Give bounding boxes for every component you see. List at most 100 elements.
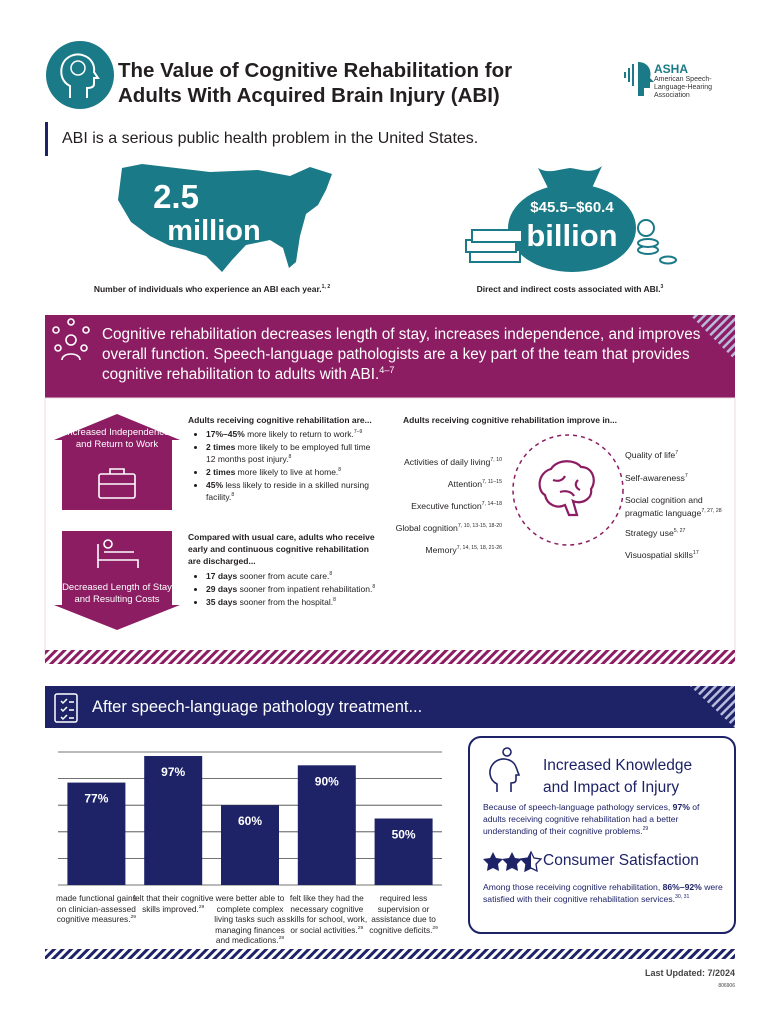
section-bg [45, 686, 735, 728]
us-map [118, 164, 332, 272]
cash-stack [465, 229, 523, 263]
box-title-line: and Impact of Injury [543, 779, 680, 796]
value-label: 50% [392, 828, 416, 842]
highlight: 2 times [206, 442, 236, 452]
info-box [468, 736, 736, 934]
clipboard-icon [54, 693, 78, 723]
highlight: 29 days [206, 584, 238, 594]
text: Social cognition and pragmatic language [625, 495, 703, 518]
head-outline [60, 53, 100, 98]
improve-item: Social cognition and pragmatic language7… [625, 494, 735, 520]
text: sooner from the hospital. [237, 597, 334, 607]
stat-number: $45.5–$60.4 [530, 199, 614, 216]
text: required less supervision or assistance … [369, 893, 436, 935]
box-text: Among those receiving cognitive rehabili… [483, 881, 723, 905]
brain-circle [512, 434, 624, 546]
bar [297, 765, 356, 885]
bar [144, 755, 203, 885]
list-heading: Adults receiving cognitive rehabilitatio… [188, 415, 372, 425]
stat-caption: Number of individuals who experience an … [62, 284, 362, 294]
bottom-stripe [45, 949, 735, 959]
brain-icon [538, 460, 595, 517]
improve-item: Executive function7, 14–18 [342, 501, 502, 511]
coins [637, 219, 677, 265]
banner-stripes [690, 315, 735, 360]
value-label: 90% [315, 774, 339, 788]
category-label: were better able to complete complex liv… [209, 893, 291, 946]
stars [483, 850, 543, 873]
highlight: 97% [672, 802, 690, 812]
section-stripes [690, 686, 735, 728]
text: sooner from acute care. [237, 571, 330, 581]
list-heading: Compared with usual care, adults who rec… [188, 532, 375, 566]
list-item: 17%–45% more likely to return to work.7–… [206, 428, 376, 440]
box-label: Increased Independence and Return to Wor… [64, 427, 170, 450]
list-item: 29 days sooner from inpatient rehabilita… [206, 583, 376, 595]
category-label: felt like they had the necessary cogniti… [286, 893, 368, 935]
stat-figures: 2.5 million $45.5–$60.4 billion [153, 178, 618, 253]
category-label: required less supervision or assistance … [363, 893, 445, 935]
improve-item: Memory7, 14, 15, 18, 21-26 [342, 545, 502, 555]
highlight: 86%–92% [662, 882, 702, 892]
box-label: Decreased Length of Stay and Resulting C… [62, 582, 172, 605]
ref: 8 [329, 571, 333, 578]
stat-number: 2.5 [153, 178, 199, 215]
ref: 17 [692, 550, 699, 557]
text: were satisfied with their cognitive reha… [483, 882, 723, 904]
text: more likely to be employed full time 12 … [206, 442, 371, 464]
improve-item: Strategy use5, 27 [625, 527, 735, 540]
ref: 7 [684, 473, 688, 480]
stat-unit: billion [526, 218, 617, 253]
list: 17 days sooner from acute care.829 days … [188, 570, 376, 609]
title-line: The Value of Cognitive Rehabilitation fo… [118, 59, 513, 82]
ref: 7, 10 [490, 457, 502, 464]
ref: 29 [642, 826, 649, 833]
brain [70, 60, 86, 76]
stat-caption: Direct and indirect costs associated wit… [420, 284, 720, 294]
up-arrow [54, 414, 180, 510]
list-item: 2 times more likely to live at home.8 [206, 466, 376, 478]
bar [374, 818, 433, 885]
ref: 29 [278, 935, 285, 942]
text: Executive function [411, 501, 482, 511]
box-text: Because of speech-language pathology ser… [483, 801, 723, 837]
ref: 7, 27, 28 [701, 508, 722, 515]
box-title: Increased Knowledge and Impact of Injury [543, 755, 692, 799]
money-bag [508, 166, 636, 272]
highlight: 17%–45% [206, 429, 245, 439]
section-title: After speech-language pathology treatmen… [92, 698, 423, 716]
improve-item: Visuospatial skills17 [625, 549, 735, 562]
banner-text: Cognitive rehabilitation decreases lengt… [102, 325, 722, 385]
text: more likely to live at home. [235, 467, 339, 477]
ref: 7 [675, 450, 679, 457]
text: made functional gains on clinician-asses… [56, 893, 137, 924]
value-label: 77% [84, 792, 108, 806]
improve-item: Self-awareness7 [625, 472, 735, 485]
box-title: Consumer Satisfaction [543, 852, 699, 869]
ref: 30, 31 [675, 894, 690, 901]
text: felt that their cognitive skills improve… [132, 893, 214, 914]
improve-item: Activities of daily living7, 10 [342, 457, 502, 467]
highlight: 2 times [206, 467, 236, 477]
title: The Value of Cognitive Rehabilitation fo… [118, 58, 512, 108]
text: less likely to reside in a skilled nursi… [206, 480, 369, 502]
ref: 7, 11–15 [482, 479, 502, 486]
bed-icon [97, 539, 139, 568]
ref: 8 [288, 454, 292, 461]
briefcase-icon [98, 468, 136, 499]
list-item: 45% less likely to reside in a skilled n… [206, 479, 376, 503]
last-updated: Last Updated: 7/2024 [644, 968, 735, 978]
logo-full-name: American Speech-Language-Hearing Associa… [654, 76, 712, 99]
down-arrow [54, 531, 180, 630]
list-item: 35 days sooner from the hospital.8 [206, 596, 376, 608]
highlight: 45% [206, 480, 224, 490]
intro-bar [45, 122, 48, 156]
ref: 8 [338, 467, 342, 474]
title-line: Adults With Acquired Brain Injury (ABI) [118, 84, 500, 107]
value-label: 97% [161, 765, 185, 779]
ref: 29 [198, 903, 205, 910]
ref: 5, 27 [673, 528, 686, 535]
